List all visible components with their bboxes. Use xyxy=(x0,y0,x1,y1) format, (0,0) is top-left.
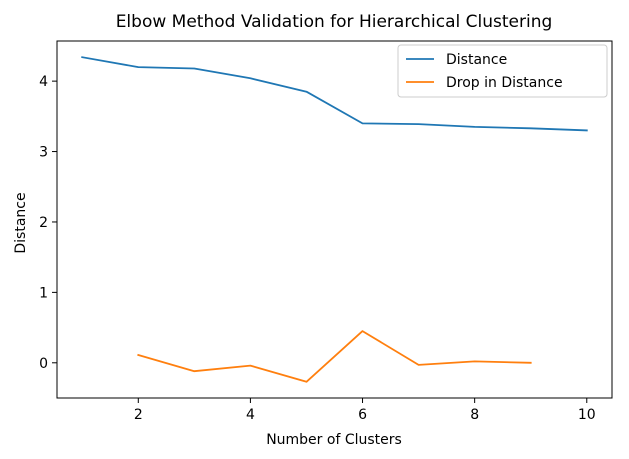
y-tick-label: 4 xyxy=(39,74,48,90)
series-line-distance xyxy=(81,56,588,132)
axes-layer: 2 4 6 8 10 0 1 2 3 4 xyxy=(39,40,613,423)
series-layer xyxy=(81,56,588,383)
x-tick-label: 8 xyxy=(470,407,479,423)
legend-box xyxy=(397,44,608,98)
legend: Distance Drop in Distance xyxy=(397,44,608,98)
series-line-drop-in-distance xyxy=(137,330,532,383)
y-tick-label: 3 xyxy=(39,145,48,161)
x-tick-label: 10 xyxy=(578,407,596,423)
x-tick-label: 4 xyxy=(246,407,255,423)
x-tick-label: 2 xyxy=(134,407,143,423)
y-axis-label: Distance xyxy=(13,192,29,253)
chart-title: Elbow Method Validation for Hierarchical… xyxy=(116,12,553,32)
x-axis-label: Number of Clusters xyxy=(266,432,402,448)
legend-label: Drop in Distance xyxy=(446,75,563,91)
x-tick-label: 6 xyxy=(358,407,367,423)
legend-label: Distance xyxy=(446,52,507,68)
y-tick-label: 2 xyxy=(39,215,48,231)
axes-frame xyxy=(56,40,613,399)
y-tick-label: 0 xyxy=(39,356,48,372)
y-tick-label: 1 xyxy=(39,285,48,301)
